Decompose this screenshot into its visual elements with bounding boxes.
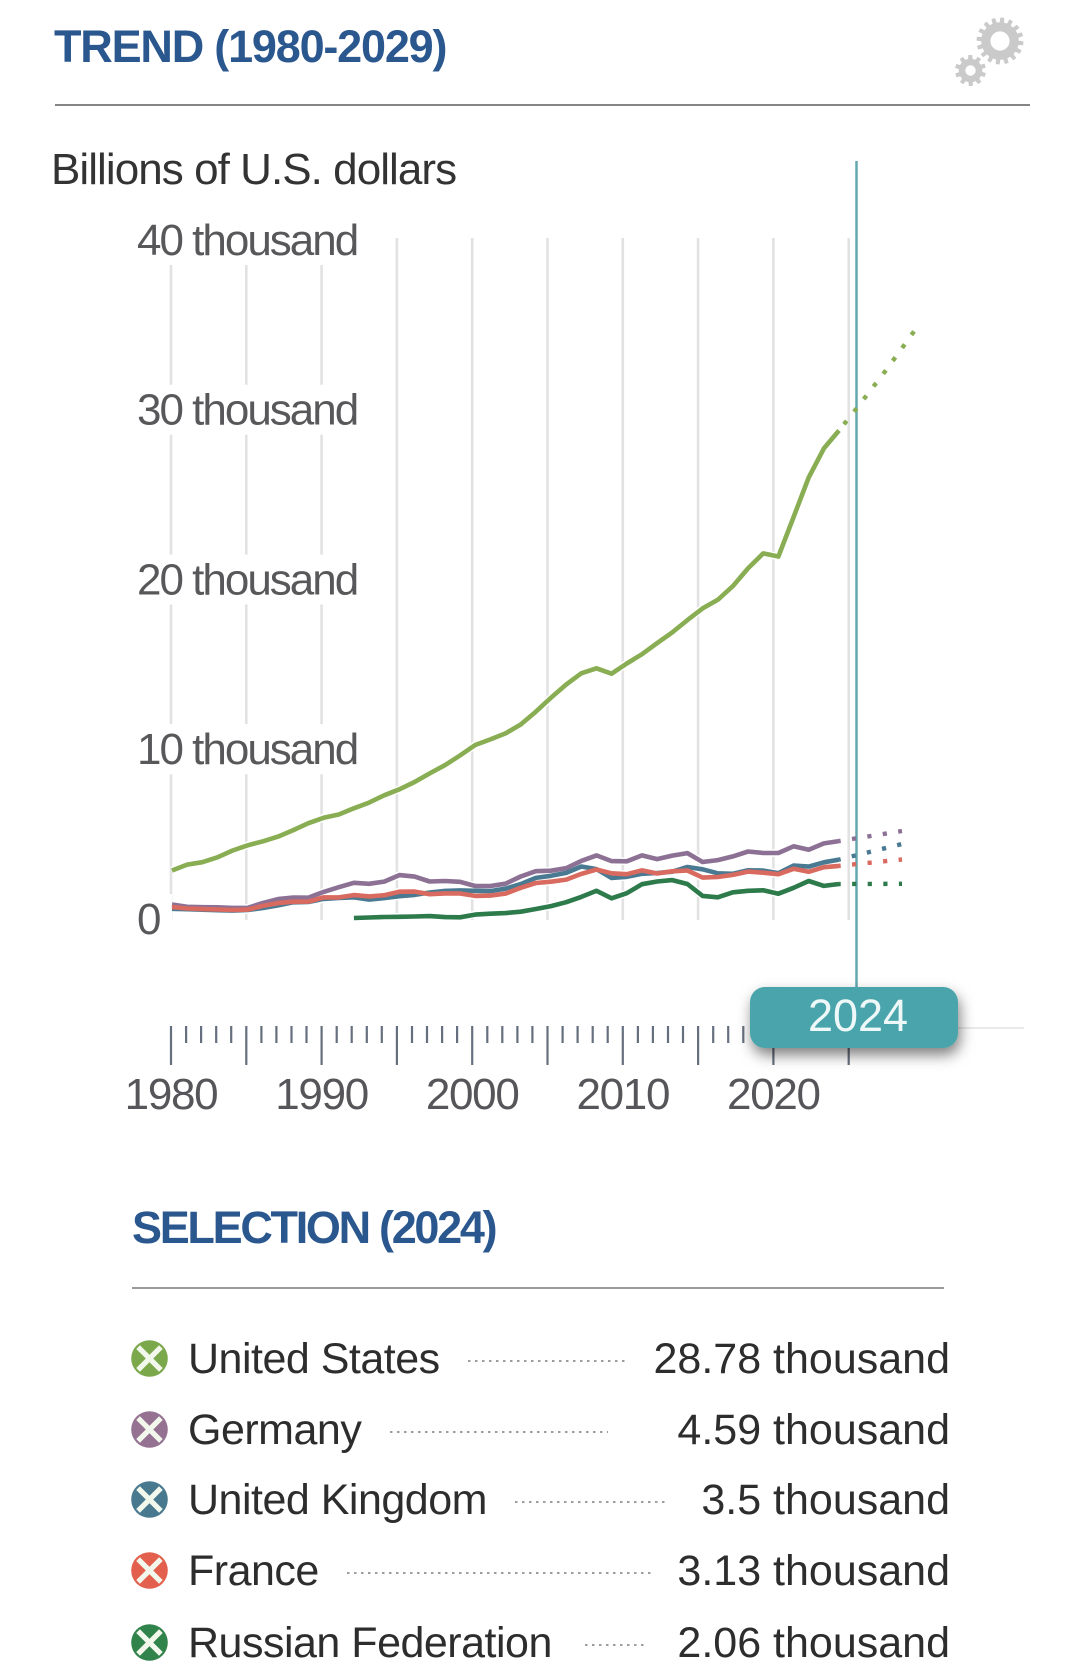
svg-text:2020: 2020 (727, 1070, 820, 1119)
svg-text:2024: 2024 (808, 990, 908, 1041)
svg-text:2000: 2000 (426, 1070, 519, 1119)
svg-text:1980: 1980 (125, 1070, 218, 1119)
svg-text:2010: 2010 (576, 1070, 669, 1119)
svg-text:30 thousand: 30 thousand (137, 386, 357, 435)
svg-text:10 thousand: 10 thousand (137, 725, 357, 774)
svg-text:0: 0 (137, 895, 160, 944)
svg-text:40 thousand: 40 thousand (137, 216, 357, 265)
svg-text:1990: 1990 (275, 1070, 368, 1119)
svg-text:20 thousand: 20 thousand (137, 556, 357, 605)
